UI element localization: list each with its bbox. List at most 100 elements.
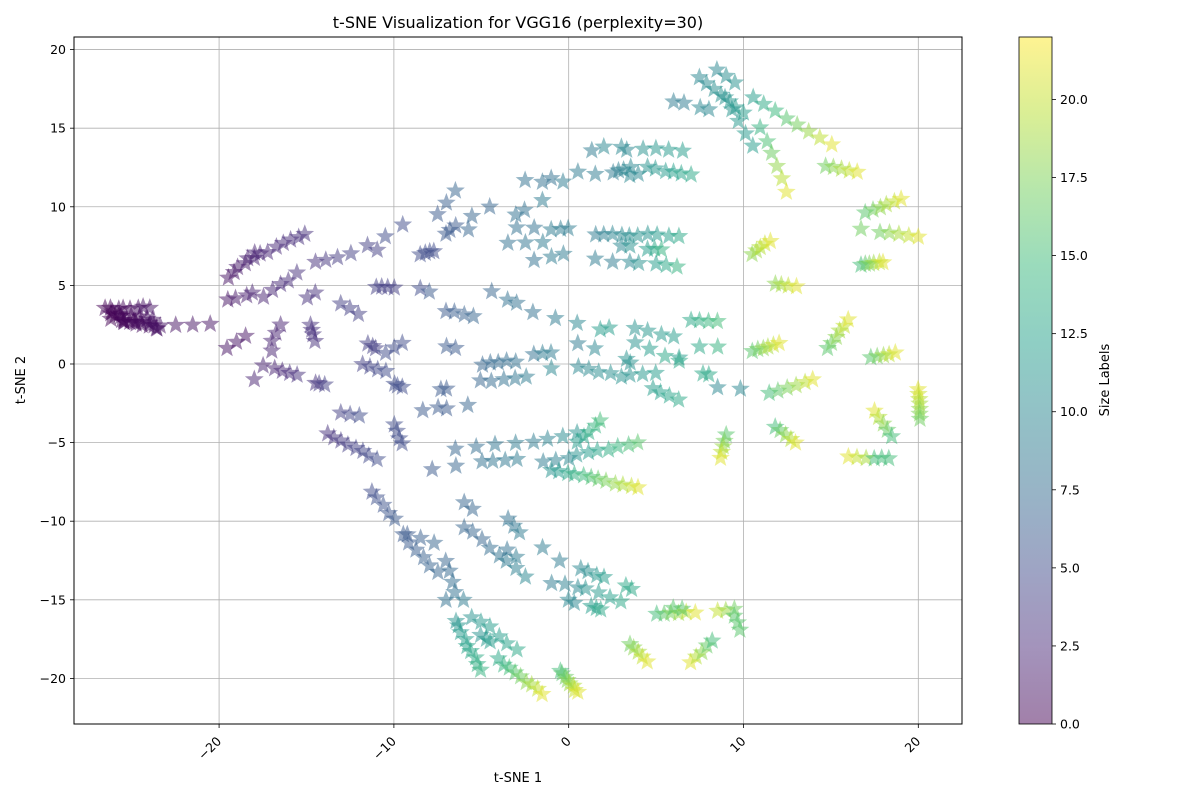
y-tick-label: 15 <box>50 121 66 136</box>
data-point <box>899 225 919 244</box>
plot-frame <box>73 36 963 725</box>
data-point <box>462 206 482 225</box>
data-point <box>166 315 186 334</box>
data-point <box>550 550 570 569</box>
data-point <box>638 320 657 339</box>
data-point <box>767 156 787 175</box>
data-point <box>392 377 412 395</box>
colorbar-frame <box>1018 36 1053 725</box>
data-point <box>305 331 325 350</box>
data-point <box>699 99 719 118</box>
data-point <box>664 326 684 345</box>
data-point <box>470 370 490 389</box>
data-point <box>424 241 444 260</box>
data-point <box>637 651 657 670</box>
data-point <box>754 94 774 112</box>
data-point <box>585 248 605 267</box>
data-point <box>533 537 552 556</box>
data-point <box>707 59 727 78</box>
data-point <box>498 233 518 251</box>
data-point <box>358 235 377 254</box>
data-point <box>669 226 689 245</box>
data-point <box>533 190 552 209</box>
data-point <box>183 314 203 333</box>
x-tick-label: 20 <box>902 733 924 755</box>
data-point <box>810 127 830 146</box>
data-point <box>776 182 796 200</box>
data-point <box>428 204 447 223</box>
data-point <box>516 232 535 251</box>
data-point <box>772 168 792 187</box>
data-point <box>463 499 482 517</box>
data-point <box>674 93 694 111</box>
data-point <box>711 448 730 466</box>
data-point <box>485 434 505 453</box>
y-tick-label: −10 <box>40 514 66 529</box>
data-point <box>538 429 557 448</box>
data-point <box>777 108 796 127</box>
data-point <box>271 314 290 333</box>
data-point <box>640 339 659 357</box>
y-axis-ticks: −20 −15 −10 −5 0 5 10 15 20 <box>40 42 74 686</box>
data-point <box>672 599 692 617</box>
data-point <box>532 684 552 703</box>
colorbar-tick-label: 10.0 <box>1060 404 1088 419</box>
data-point <box>731 379 750 397</box>
data-point <box>568 682 588 700</box>
data-point <box>882 426 902 445</box>
data-point <box>659 385 679 404</box>
data-point <box>458 395 478 414</box>
data-point <box>633 139 653 157</box>
data-point <box>699 364 719 383</box>
data-point <box>725 72 745 91</box>
data-point <box>600 587 620 606</box>
data-point <box>651 239 671 258</box>
data-point <box>507 217 527 236</box>
data-point <box>445 439 465 457</box>
data-point <box>437 336 456 355</box>
data-point <box>585 164 605 183</box>
data-point <box>568 333 588 352</box>
data-point <box>762 143 781 161</box>
data-point <box>480 538 500 556</box>
data-point <box>589 582 608 601</box>
data-point <box>880 222 899 241</box>
data-point <box>667 256 687 275</box>
data-point <box>411 528 430 547</box>
data-point <box>673 141 693 159</box>
y-tick-label: 10 <box>50 199 66 214</box>
data-point <box>463 306 483 325</box>
colorbar-tick-label: 15.0 <box>1060 248 1088 263</box>
data-point <box>524 250 544 269</box>
data-point <box>331 402 351 421</box>
data-point <box>638 224 658 243</box>
colorbar-label: Size Labels <box>1098 343 1113 416</box>
colorbar-tick-label: 2.5 <box>1060 638 1080 653</box>
data-point <box>690 310 709 329</box>
data-point <box>847 447 867 466</box>
colorbar-ticks: 0.0 2.5 5.0 7.5 10.0 12.5 15.0 17.5 20.0 <box>1052 92 1088 732</box>
data-point <box>410 278 430 297</box>
data-point <box>366 487 386 506</box>
data-point <box>366 338 386 357</box>
data-point <box>454 590 473 608</box>
data-point <box>879 448 899 467</box>
data-point <box>244 369 264 388</box>
data-point <box>708 336 728 355</box>
data-point <box>708 377 727 396</box>
data-point <box>287 262 307 281</box>
data-point <box>331 293 351 312</box>
data-point <box>558 218 578 237</box>
data-point <box>422 459 442 478</box>
data-point <box>480 616 500 635</box>
colorbar-tick-label: 5.0 <box>1060 560 1080 575</box>
x-axis-label: t-SNE 1 <box>494 771 542 786</box>
data-point <box>885 342 905 361</box>
data-point <box>889 224 909 243</box>
data-point <box>594 567 614 586</box>
data-point <box>568 161 588 180</box>
data-point <box>387 421 407 440</box>
data-point <box>315 374 335 393</box>
data-point <box>596 471 616 489</box>
data-point <box>472 529 492 548</box>
